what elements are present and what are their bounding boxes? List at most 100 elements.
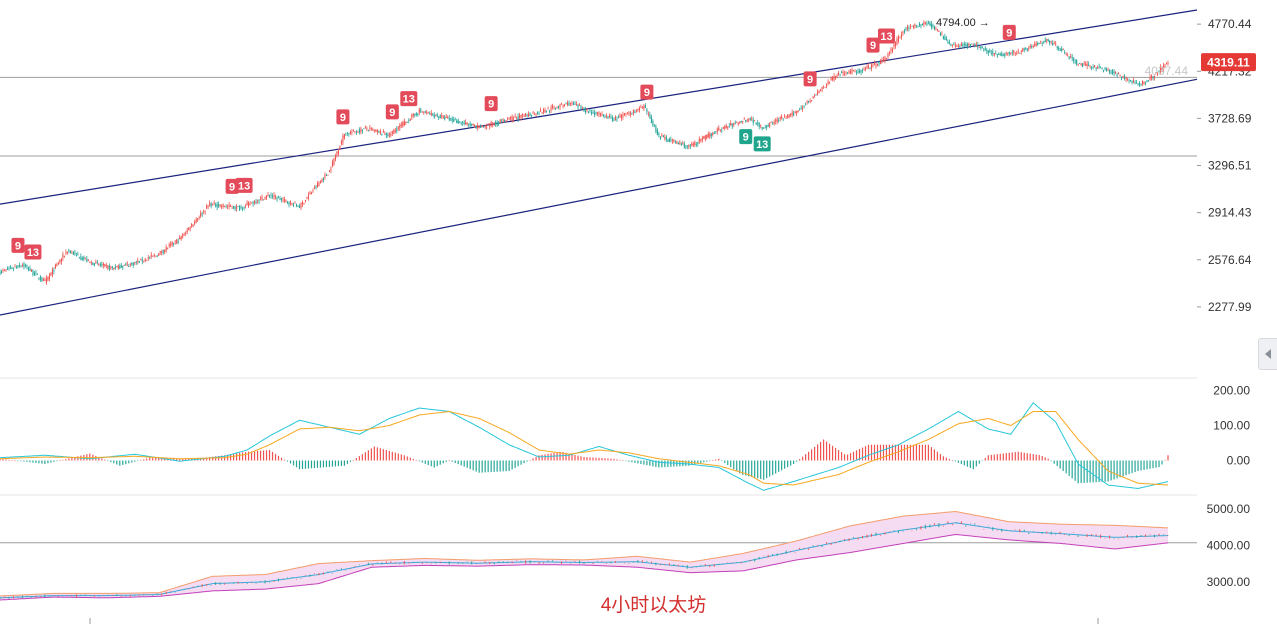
candle-body <box>667 139 669 142</box>
macd-histogram-bar <box>1158 460 1160 468</box>
candle-body <box>830 77 832 80</box>
candle-body <box>252 201 254 204</box>
macd-histogram-bar <box>2 459 4 461</box>
candle-body <box>54 264 56 269</box>
macd-histogram-bar <box>182 458 184 461</box>
macd-histogram-bar <box>77 456 79 461</box>
candle-body <box>480 127 482 128</box>
candle-body <box>1101 68 1103 70</box>
macd-histogram-bar <box>996 454 998 461</box>
macd-histogram-bar <box>574 454 576 461</box>
macd-histogram-bar <box>945 457 947 461</box>
macd-histogram-bar <box>906 444 909 461</box>
candle-body <box>168 244 170 247</box>
candle-body <box>271 196 274 198</box>
macd-histogram-bar <box>388 450 390 461</box>
candle-body <box>796 111 798 114</box>
candle-body <box>80 256 82 260</box>
candle-body <box>30 269 32 272</box>
candle-body <box>1056 46 1058 48</box>
macd-histogram-bar <box>957 460 959 463</box>
candle-body <box>120 265 122 268</box>
candle-body <box>301 202 304 205</box>
band-candle <box>358 564 360 566</box>
macd-histogram-bar <box>724 460 726 463</box>
candle-body <box>1115 72 1117 73</box>
candle-body <box>56 263 58 266</box>
candle-body <box>1088 64 1090 66</box>
candle-body <box>617 116 619 118</box>
macd-histogram-bar <box>781 460 783 471</box>
macd-histogram-bar <box>1047 458 1049 461</box>
candle-body <box>740 120 742 123</box>
candle-body <box>361 130 363 132</box>
candle-body <box>62 254 64 259</box>
candle-body <box>722 126 724 129</box>
macd-histogram-bar <box>966 460 968 467</box>
macd-histogram-bar <box>361 454 363 461</box>
candle-body <box>1116 74 1118 76</box>
candle-body <box>849 71 852 74</box>
candle-body <box>420 109 422 112</box>
candle-body <box>968 43 970 45</box>
candle-body <box>1070 56 1072 57</box>
macd-histogram-bar <box>131 460 133 463</box>
macd-histogram-bar <box>212 456 214 461</box>
td-marker-label: 9 <box>807 74 813 86</box>
candle-body <box>74 252 76 254</box>
macd-histogram-bar <box>1149 460 1151 469</box>
macd-histogram-bar <box>271 451 274 461</box>
band-candle <box>1050 531 1052 535</box>
macd-histogram-bar <box>185 458 187 461</box>
macd-histogram-bar <box>475 460 477 472</box>
macd-histogram-bar <box>1029 453 1031 461</box>
candle-body <box>334 155 336 160</box>
macd-histogram-bar <box>811 449 813 461</box>
candle-body <box>793 113 795 116</box>
macd-histogram-bar <box>921 444 924 461</box>
candle-body <box>797 110 799 113</box>
band-candle <box>462 562 464 564</box>
macd-tick-label: 100.00 <box>1213 419 1250 433</box>
candle-body <box>498 123 500 125</box>
candle-body <box>867 66 870 68</box>
candle-body <box>1127 78 1129 80</box>
candle-body <box>228 204 230 207</box>
candle-body <box>956 45 958 47</box>
candle-body <box>653 125 655 127</box>
macd-histogram-bar <box>367 450 369 461</box>
band-candle <box>1077 535 1079 537</box>
candle-body <box>688 145 690 147</box>
macd-histogram-bar <box>535 456 537 461</box>
macd-histogram-bar <box>209 457 211 461</box>
macd-histogram-bar <box>834 447 837 461</box>
candle-body <box>833 76 835 80</box>
macd-histogram-bar <box>787 460 789 468</box>
candle-body <box>852 70 855 72</box>
candle-body <box>277 197 280 199</box>
candle-body <box>854 70 856 72</box>
band-candle <box>206 584 208 586</box>
candle-body <box>1028 48 1030 49</box>
candle-body <box>1004 53 1006 56</box>
candle-body <box>632 109 634 114</box>
candle-body <box>1138 83 1141 85</box>
candle-body <box>382 131 384 133</box>
collapse-panel-handle[interactable] <box>1258 338 1277 370</box>
candle-body <box>637 108 639 110</box>
candle-body <box>325 174 327 176</box>
candle-body <box>436 114 438 117</box>
price-tick-label: 2576.64 <box>1208 253 1252 267</box>
band-candle <box>170 591 172 592</box>
candle-body <box>1162 64 1165 69</box>
candle-body <box>921 23 923 26</box>
candle-body <box>162 250 164 253</box>
candle-body <box>815 94 817 96</box>
band-candle <box>561 561 563 564</box>
price-tick-label: 2914.43 <box>1208 206 1252 220</box>
candle-body <box>553 106 555 108</box>
candle-body <box>438 117 440 119</box>
candle-body <box>595 112 597 114</box>
candle-body <box>150 254 152 257</box>
band-candle <box>893 530 895 531</box>
